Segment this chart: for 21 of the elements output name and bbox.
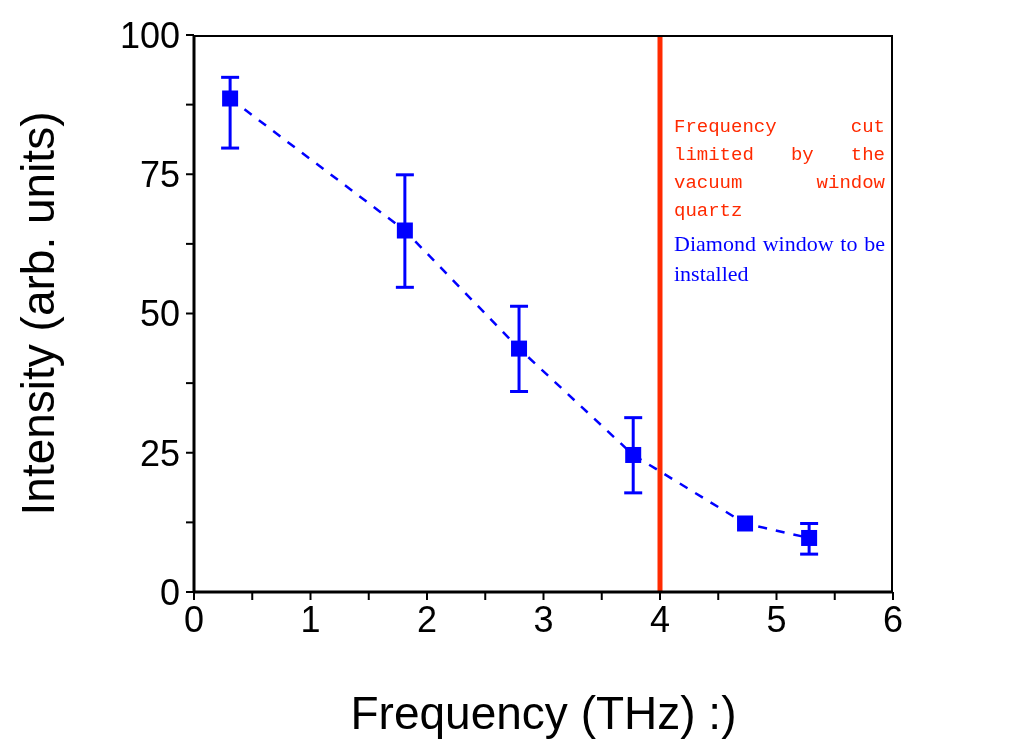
annotation: Diamond window to be installed <box>674 230 885 288</box>
x-tick-label: 6 <box>882 598 904 640</box>
point <box>396 222 413 239</box>
point <box>625 446 642 463</box>
y-tick-label: 0 <box>159 571 180 613</box>
x-axis-title: Frequency (THz) :) <box>350 687 737 739</box>
point <box>511 340 528 357</box>
x-tick-label: 2 <box>416 598 438 640</box>
point <box>737 515 754 532</box>
x-tick-label: 1 <box>300 598 321 640</box>
y-tick-label: 75 <box>139 154 180 196</box>
y-tick-label: 50 <box>139 293 180 335</box>
y-tick-label: 100 <box>119 14 180 56</box>
y-tick-label: 25 <box>139 432 180 474</box>
x-tick-label: 3 <box>533 598 554 640</box>
x-tick-label: 5 <box>766 598 787 640</box>
x-tick-label: 4 <box>649 598 671 640</box>
ref-line-label: Frequency cut limited by the vacuum window quartz <box>674 115 885 224</box>
y-axis-title: Intensity (arb. units) <box>12 111 65 516</box>
point <box>801 529 818 546</box>
point <box>222 90 239 107</box>
